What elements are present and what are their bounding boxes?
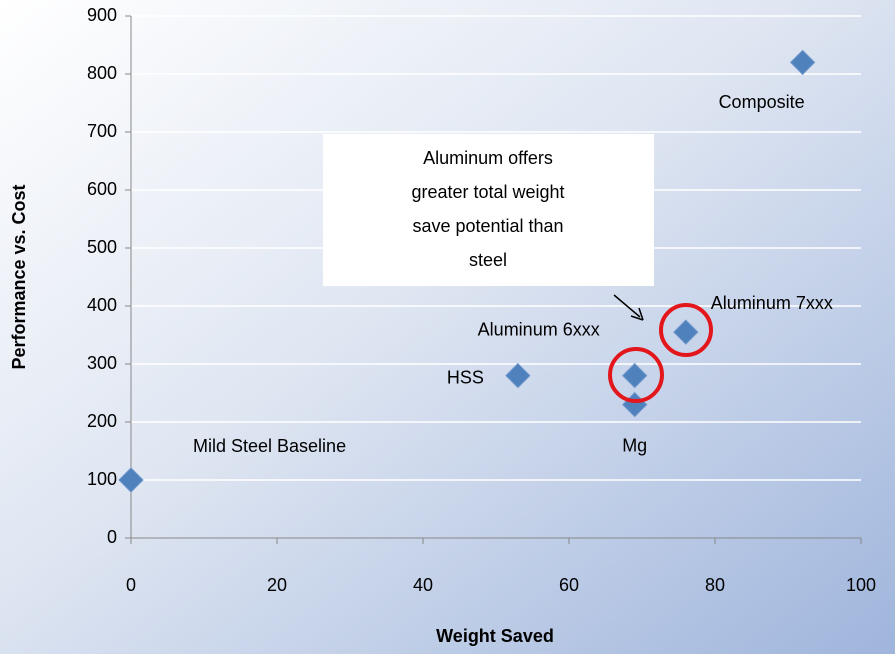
y-axis-title: Performance vs. Cost [9,184,29,369]
point-label: Composite [719,92,805,112]
point-label: Aluminum 6xxx [478,319,600,339]
point [789,49,816,76]
y-tick-label: 200 [87,411,117,431]
point [505,362,531,389]
point [118,467,144,493]
y-tick-label: 700 [87,121,117,141]
y-tick-label: 800 [87,63,117,83]
y-tick-label: 500 [87,237,117,257]
highlight-circle [608,347,664,403]
y-tick-label: 400 [87,295,117,315]
y-tick-label: 300 [87,353,117,373]
annotation-text: greater total weight [411,182,564,202]
y-tick-label: 0 [107,527,117,547]
point-label: Aluminum 7xxx [711,293,833,313]
point [621,362,648,389]
annotation-text: save potential than [412,216,563,236]
y-tick-label: 100 [87,469,117,489]
y-tick-label: 900 [87,5,117,25]
x-tick-label: 20 [267,575,287,595]
point-label: Mg [622,435,647,455]
annotation-box [323,134,654,286]
highlight-circle [659,303,713,357]
x-axis-title: Weight Saved [436,626,554,646]
x-tick-label: 60 [559,575,579,595]
x-tick-label: 0 [126,575,136,595]
point [673,319,699,345]
annotation-text: Aluminum offers [423,148,553,168]
x-tick-label: 80 [705,575,725,595]
x-tick-label: 100 [846,575,876,595]
point-label: Mild Steel Baseline [193,436,346,456]
arrow-head [630,307,644,321]
arrow-line [613,294,641,318]
x-tick-label: 40 [413,575,433,595]
annotation-text: steel [469,250,507,270]
point-label: HSS [447,367,484,387]
y-tick-label: 600 [87,179,117,199]
